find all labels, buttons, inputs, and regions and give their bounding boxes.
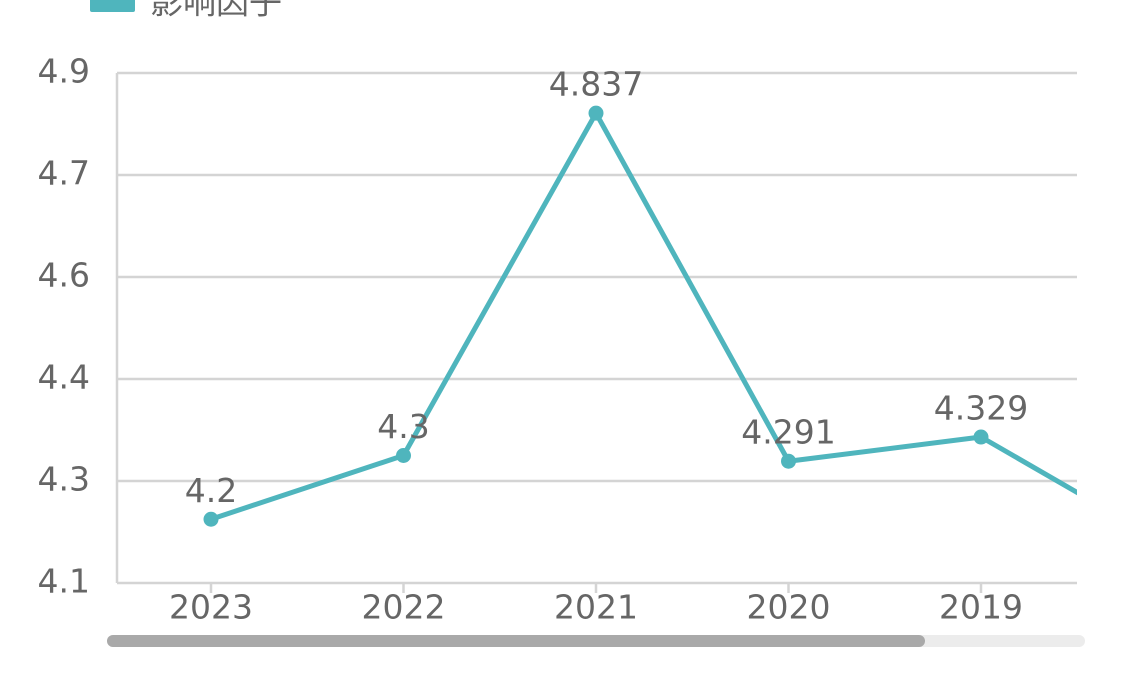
y-tick-label: 4.7 — [38, 154, 90, 193]
y-tick-label: 4.1 — [38, 562, 90, 601]
y-tick-label: 4.6 — [38, 256, 90, 295]
y-tick-label: 4.3 — [38, 460, 90, 499]
line — [210, 110, 1077, 522]
data-label: 4.291 — [741, 413, 835, 452]
legend: 影响因子 — [90, 0, 282, 22]
data-label: 4.329 — [934, 389, 1028, 428]
point — [973, 429, 989, 445]
legend-swatch — [90, 0, 135, 12]
data-label: 4.2 — [185, 471, 237, 510]
y-tick-label: 4.4 — [38, 358, 90, 397]
y-tick-label: 4.9 — [38, 52, 90, 91]
scroll-thumb[interactable] — [107, 635, 925, 647]
legend-label: 影响因子 — [150, 0, 282, 22]
x-tick-label: 2022 — [362, 588, 446, 627]
x-tick-label: 2019 — [939, 588, 1023, 627]
point — [781, 453, 796, 469]
data-label: 4.837 — [549, 65, 643, 104]
point — [396, 448, 411, 463]
x-tick-label: 2021 — [554, 588, 638, 627]
x-tick-label: 2023 — [169, 588, 253, 627]
x-tick-label: 2020 — [747, 588, 831, 627]
point — [203, 511, 219, 527]
data-label: 4.3 — [377, 407, 429, 446]
point — [588, 105, 604, 121]
